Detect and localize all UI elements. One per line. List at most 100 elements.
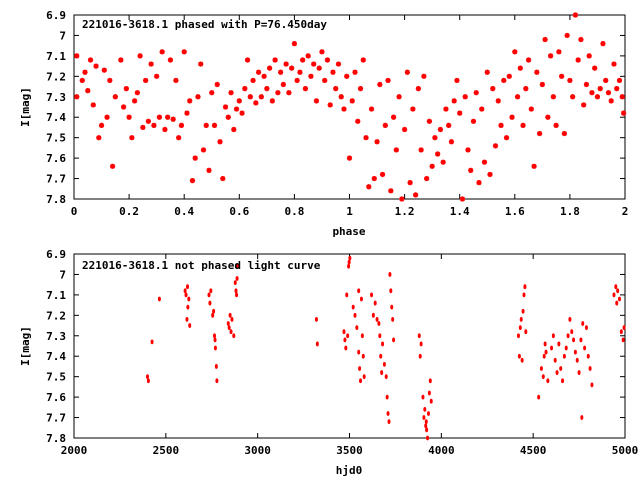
unphased-x-axis-label: hjd0 <box>336 464 363 477</box>
phased-data-point <box>586 53 592 59</box>
unphased-data-point <box>425 427 429 433</box>
phased-data-point <box>621 110 627 116</box>
phased-data-point <box>96 135 102 141</box>
phased-data-point <box>476 180 482 186</box>
phased-data-point <box>570 94 576 100</box>
phased-data-point <box>451 98 457 104</box>
phased-data-point <box>564 32 570 39</box>
unphased-data-point <box>150 339 154 345</box>
phased-data-point <box>581 102 587 108</box>
unphased-data-point <box>226 321 230 326</box>
unphased-y-tick-label: 7.5 <box>46 371 66 384</box>
unphased-data-point <box>522 292 526 298</box>
unphased-data-point <box>550 345 554 351</box>
phased-y-tick-label: 7.5 <box>46 132 66 145</box>
phased-data-point <box>112 94 118 100</box>
unphased-data-point <box>418 353 422 359</box>
phased-data-point <box>446 122 452 128</box>
unphased-data-point <box>157 296 161 302</box>
unphased-data-point <box>213 345 217 351</box>
phased-data-point <box>253 100 259 106</box>
unphased-data-point <box>215 378 219 384</box>
phased-x-tick-label: 1.4 <box>450 205 470 218</box>
unphased-x-tick-label: 4500 <box>520 444 547 457</box>
phased-data-point <box>143 77 149 84</box>
unphased-data-point <box>348 255 352 261</box>
unphased-data-point <box>344 345 348 351</box>
unphased-data-point <box>559 366 563 371</box>
phased-y-tick-label: 7.1 <box>46 50 66 63</box>
phased-plot-title: 221016-3618.1 phased with P=76.450day <box>82 18 327 31</box>
phased-data-point <box>534 69 540 75</box>
phased-data-point <box>413 192 419 198</box>
phased-data-point <box>327 102 333 108</box>
unphased-x-tick-label: 3000 <box>244 444 271 457</box>
phased-data-point <box>484 69 490 75</box>
phased-data-point <box>597 86 603 92</box>
phased-x-tick-label: 2 <box>622 205 629 218</box>
unphased-data-point <box>355 325 359 330</box>
phased-data-point <box>545 114 551 120</box>
phased-data-point <box>605 90 612 96</box>
unphased-data-point <box>235 276 239 281</box>
phased-data-point <box>437 126 444 133</box>
unphased-data-point <box>428 378 432 384</box>
phased-data-point <box>523 86 529 92</box>
unphased-data-point <box>557 341 561 347</box>
phased-data-point <box>357 86 364 92</box>
phased-data-point <box>454 77 460 84</box>
phased-data-point <box>520 122 526 128</box>
unphased-data-point <box>378 333 382 339</box>
phased-data-points <box>74 12 627 202</box>
phased-data-point <box>457 110 463 116</box>
unphased-data-point <box>617 296 621 302</box>
phased-data-point <box>410 106 416 112</box>
phased-y-tick-label: 7.6 <box>46 152 66 165</box>
unphased-y-axis-label: I[mag] <box>19 326 32 366</box>
unphased-data-point <box>586 353 590 359</box>
unphased-y-tick-label: 7.1 <box>46 289 66 302</box>
phased-data-point <box>272 57 278 63</box>
unphased-data-point <box>207 292 211 298</box>
phased-data-point <box>98 122 105 128</box>
phased-data-point <box>388 188 394 194</box>
phased-x-tick-label: 0 <box>71 205 78 218</box>
phased-data-point <box>206 167 212 173</box>
phased-data-point <box>424 175 430 182</box>
unphased-plot-title: 221016-3618.1 not phased light curve <box>82 259 321 272</box>
unphased-data-point <box>229 329 233 335</box>
phased-data-point <box>501 77 507 84</box>
unphased-panel: 2000 2500 3000 3500 4000 4500 5000 6.9 7 7.1 7.2 7.… <box>19 248 638 477</box>
phased-data-point <box>109 163 116 169</box>
phased-data-point <box>335 61 342 67</box>
unphased-data-point <box>347 263 351 269</box>
phased-data-point <box>603 77 609 84</box>
unphased-data-point <box>186 284 190 290</box>
phased-data-point <box>443 106 449 112</box>
phased-data-point <box>490 86 496 92</box>
unphased-data-point <box>373 300 377 306</box>
phased-data-point <box>506 73 512 79</box>
unphased-data-point <box>357 288 361 294</box>
phased-data-point <box>514 94 521 100</box>
phased-data-point <box>589 90 595 96</box>
phased-data-point <box>297 69 303 75</box>
phased-data-point <box>90 102 96 108</box>
phased-data-point <box>264 86 270 92</box>
phased-data-point <box>165 114 171 120</box>
unphased-x-tick-label: 5000 <box>612 444 639 457</box>
phased-data-point <box>269 98 275 104</box>
phased-data-point <box>561 130 567 137</box>
phased-data-point <box>233 106 240 112</box>
unphased-data-point <box>583 345 587 351</box>
phased-data-point <box>244 57 251 63</box>
phased-data-point <box>382 122 388 128</box>
phased-panel: 0 0.2 0.4 0.6 0.8 1 1.2 1.4 1.6 1.8 2 6.9 7 7.1 7.2 7.3… <box>19 9 628 238</box>
unphased-data-point <box>566 333 570 339</box>
phased-data-point <box>390 114 397 120</box>
phased-data-point <box>418 147 424 153</box>
unphased-data-point <box>232 333 236 339</box>
unphased-data-point <box>564 345 568 351</box>
phased-data-point <box>211 122 218 128</box>
unphased-data-point <box>377 321 381 326</box>
